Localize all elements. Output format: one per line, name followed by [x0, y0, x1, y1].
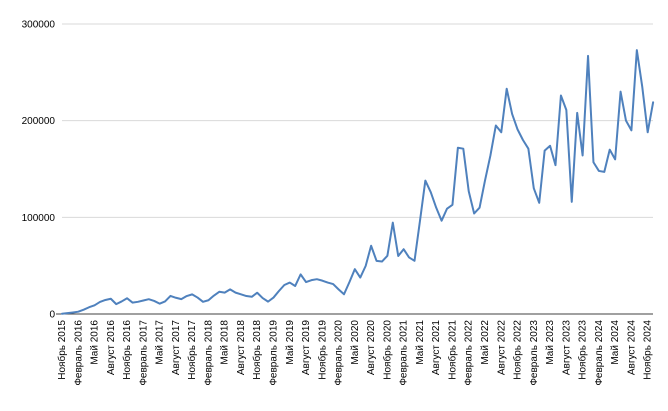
x-axis-tick-label: Ноябрь 2018 [251, 320, 263, 380]
x-axis-tick-label: Август 2023 [561, 320, 572, 376]
x-axis-tick-label: Август 2016 [106, 320, 117, 376]
x-axis-tick-label: Февраль 2021 [399, 320, 410, 386]
x-axis-tick-label: Февраль 2019 [268, 320, 279, 386]
x-axis-tick-label: Май 2021 [415, 320, 426, 365]
y-axis-tick-label: 300000 [22, 20, 56, 31]
x-axis-tick-label: Август 2019 [301, 320, 312, 376]
x-axis-tick-label: Ноябрь 2022 [512, 320, 524, 380]
x-axis-tick-label: Май 2022 [480, 320, 491, 365]
x-axis-tick-label: Август 2022 [496, 320, 507, 376]
x-axis-tick-label: Ноябрь 2016 [121, 320, 133, 380]
x-axis-tick-label: Май 2020 [350, 320, 361, 365]
x-axis-tick-label: Ноябрь 2021 [446, 320, 458, 380]
x-axis-tick-label: Февраль 2018 [203, 320, 214, 386]
y-axis-tick-label: 0 [49, 310, 55, 321]
x-axis-tick-label: Февраль 2016 [73, 320, 84, 386]
x-axis-tick-label: Февраль 2022 [464, 320, 475, 386]
x-axis-tick-label: Август 2018 [236, 320, 247, 376]
x-axis-tick-label: Февраль 2024 [594, 320, 605, 386]
x-axis-tick-label: Ноябрь 2019 [316, 320, 328, 380]
x-axis-tick-label: Август 2024 [626, 320, 637, 376]
x-axis-tick-label: Февраль 2023 [529, 320, 540, 386]
x-axis-tick-label: Февраль 2017 [138, 320, 149, 386]
x-axis-tick-label: Август 2021 [431, 320, 442, 376]
x-axis-tick-label: Ноябрь 2015 [56, 320, 68, 380]
y-axis-tick-label: 200000 [22, 116, 56, 127]
x-axis-tick-label: Ноябрь 2020 [381, 320, 393, 380]
x-axis-tick-label: Август 2017 [171, 320, 182, 376]
x-axis-tick-label: Май 2023 [545, 320, 556, 365]
x-axis-tick-label: Ноябрь 2023 [577, 320, 589, 380]
x-axis-tick-label: Май 2018 [220, 320, 231, 365]
data-series-line [61, 49, 655, 315]
x-axis-tick-label: Май 2024 [610, 320, 621, 365]
x-axis-tick-label: Ноябрь 2017 [186, 320, 198, 380]
x-axis-tick-label: Май 2016 [90, 320, 101, 365]
x-axis-tick-label: Май 2017 [155, 320, 166, 365]
x-axis-tick-label: Август 2020 [366, 320, 377, 376]
x-axis-tick-label: Февраль 2020 [334, 320, 345, 386]
x-axis-tick-label: Май 2019 [285, 320, 296, 365]
y-axis-tick-label: 100000 [22, 213, 56, 224]
x-axis-tick-label: Ноябрь 2024 [642, 320, 654, 380]
